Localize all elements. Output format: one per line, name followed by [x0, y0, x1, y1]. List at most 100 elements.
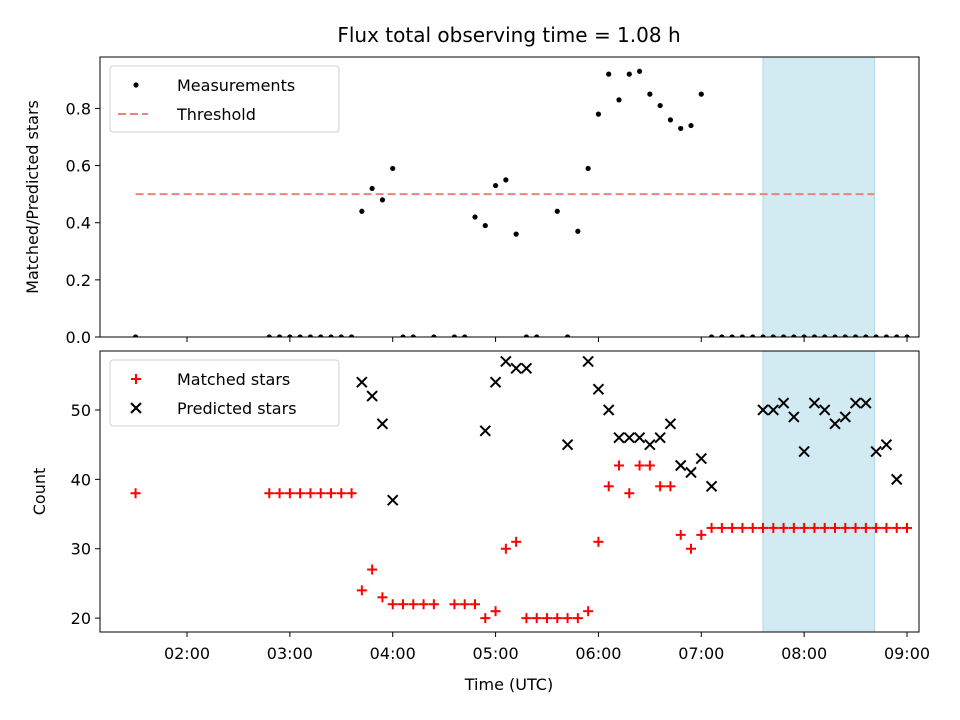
matched-star-point — [778, 522, 789, 533]
matched-star-point — [387, 599, 398, 610]
measurement-point — [400, 334, 406, 337]
matched-star-point — [686, 543, 696, 554]
x-tick-label: 04:00 — [370, 644, 416, 663]
predicted-star-point — [613, 432, 625, 444]
matched-star-point — [583, 606, 594, 617]
measurement-point — [318, 334, 324, 337]
matched-star-point — [521, 613, 532, 624]
matched-star-point — [799, 522, 810, 533]
measurement-point — [606, 71, 612, 77]
predicted-star-point — [788, 411, 800, 423]
predicted-star-point — [849, 397, 862, 409]
y-tick-label: 0.2 — [66, 271, 91, 290]
legend-label: Measurements — [177, 76, 295, 95]
y-tick-label: 0.6 — [66, 157, 91, 176]
matched-star-point — [470, 599, 480, 610]
matched-star-point — [542, 613, 552, 624]
measurement-point — [328, 334, 334, 337]
matched-star-point — [531, 613, 542, 624]
matched-star-point — [634, 460, 645, 471]
predicted-star-point — [777, 397, 790, 409]
matched-star-point — [408, 599, 419, 610]
measurement-point — [534, 334, 540, 337]
x-tick-label: 07:00 — [678, 644, 724, 663]
y-tick-label: 30 — [71, 540, 91, 559]
predicted-star-point — [633, 432, 646, 444]
measurement-point — [132, 334, 139, 337]
measurement-point — [626, 71, 632, 77]
predicted-star-point — [592, 383, 605, 395]
matched-star-point — [665, 481, 676, 492]
predicted-star-point — [376, 418, 389, 430]
predicted-star-point — [520, 362, 533, 375]
matched-star-point — [490, 606, 501, 617]
measurement-point — [780, 334, 787, 337]
predicted-star-point — [561, 438, 574, 451]
legend-label: Matched stars — [177, 370, 290, 389]
matched-star-point — [603, 481, 614, 492]
axes-frame — [99, 350, 920, 633]
y-tick-label: 50 — [71, 401, 91, 420]
matched-star-point — [727, 522, 738, 533]
matched-star-point — [305, 488, 316, 499]
matched-star-point — [480, 613, 491, 624]
measurement-point — [297, 334, 303, 337]
matched-star-point — [809, 522, 820, 533]
predicted-star-point — [860, 397, 872, 409]
matched-star-point — [459, 599, 470, 610]
predicted-star-point — [675, 459, 687, 472]
measurement-point — [822, 334, 828, 337]
predicted-star-point — [489, 376, 502, 388]
predicted-star-point — [654, 432, 666, 444]
measurement-point — [462, 334, 468, 337]
measurement-point — [801, 334, 807, 337]
matched-star-point — [644, 460, 655, 471]
measurement-point — [894, 334, 900, 337]
predicted-star-point — [880, 438, 893, 451]
x-tick-label: 08:00 — [781, 644, 827, 663]
measurement-point — [616, 97, 622, 103]
measurement-point — [698, 91, 704, 97]
measurement-point — [266, 334, 272, 337]
measurement-point — [770, 334, 776, 337]
y-tick-label: 0.0 — [66, 328, 91, 347]
measurement-point — [431, 334, 437, 337]
measurement-point — [564, 334, 571, 337]
measurement-point — [852, 334, 859, 337]
predicted-star-point — [356, 376, 368, 388]
matched-star-point — [624, 488, 635, 499]
measurement-point — [688, 122, 694, 129]
bottom-panel: 20 30 40 50 02:00 03:00 04:00 05:00 06:00 07:00 08… — [30, 350, 930, 663]
matched-star-point — [860, 522, 871, 533]
measurement-point — [873, 334, 879, 337]
matched-star-point — [737, 522, 748, 533]
measurement-point — [729, 334, 735, 337]
measurement-point — [276, 334, 283, 337]
matched-star-point — [902, 522, 912, 533]
matched-star-point — [830, 522, 840, 533]
matched-star-point — [398, 599, 408, 610]
measurement-point — [359, 208, 365, 214]
predicted-star-point — [644, 438, 656, 451]
matched-star-point — [819, 522, 830, 533]
matched-star-point — [788, 522, 799, 533]
measurement-point — [338, 334, 344, 337]
measurement-point — [410, 334, 416, 337]
matched-star-point — [675, 529, 686, 540]
matched-star-point — [891, 522, 902, 533]
measurement-point — [595, 111, 602, 117]
measurement-point — [842, 334, 848, 337]
predicted-star-point — [479, 425, 491, 437]
measurement-point — [636, 68, 643, 74]
predicted-star-point — [767, 404, 779, 416]
matched-star-point — [572, 613, 583, 624]
measurement-point — [482, 222, 488, 229]
top-panel: 0.0 0.2 0.4 0.6 0.8 Matched/Predicted stars Me… — [23, 56, 920, 347]
predicted-star-point — [705, 480, 718, 493]
matched-star-point — [428, 599, 439, 610]
predicted-star-point — [839, 411, 851, 423]
predicted-star-point — [695, 452, 707, 465]
matched-star-point — [871, 522, 882, 533]
x-tick-label: 06:00 — [575, 644, 621, 663]
observing-window-span — [762, 56, 875, 338]
